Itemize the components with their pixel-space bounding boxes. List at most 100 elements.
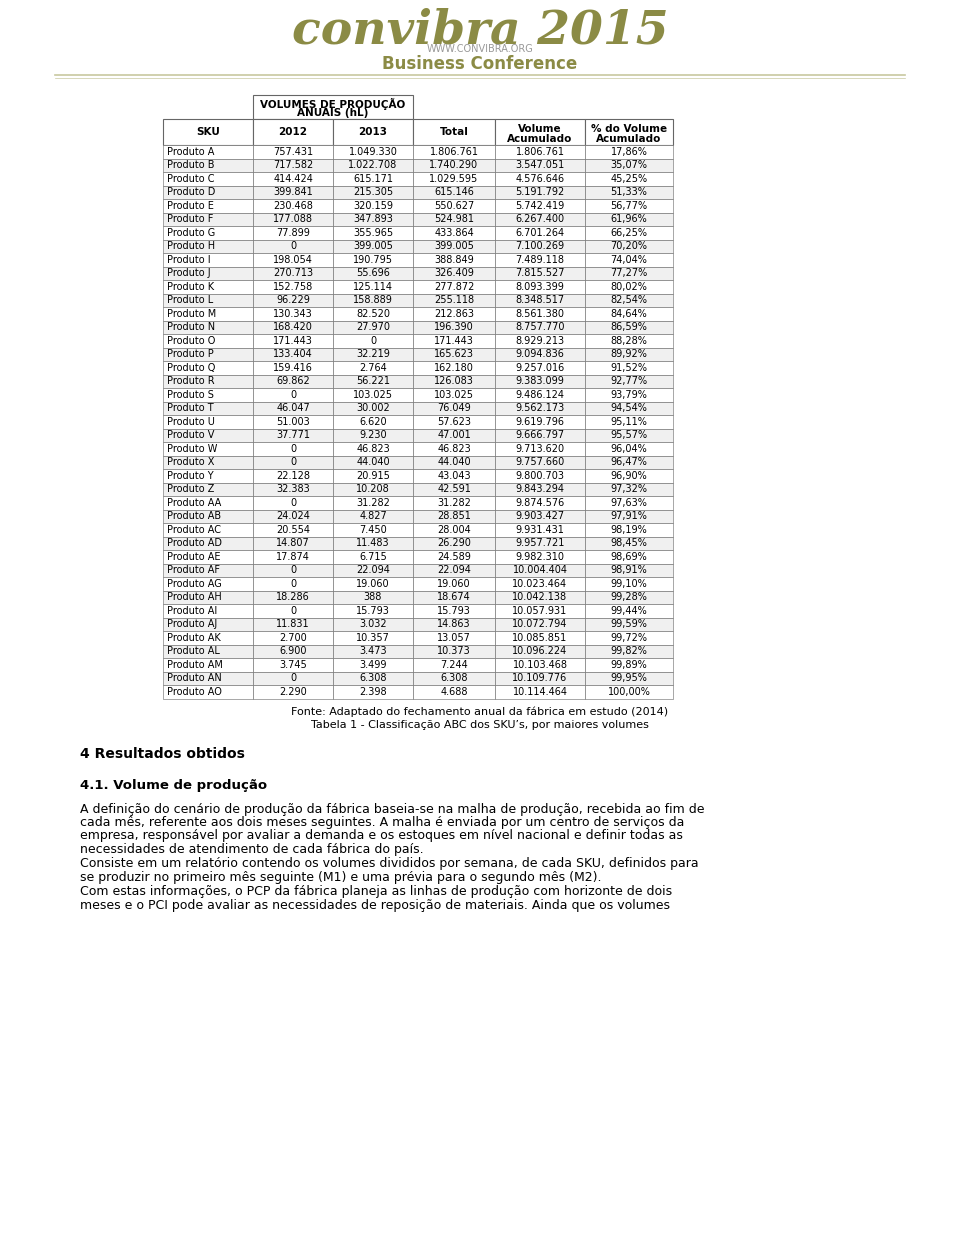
Text: 46.823: 46.823 [437, 443, 470, 453]
Text: 55.696: 55.696 [356, 268, 390, 278]
Text: 433.864: 433.864 [434, 228, 474, 238]
Text: 30.002: 30.002 [356, 403, 390, 413]
Bar [333, 280, 413, 293]
Text: 28.004: 28.004 [437, 525, 470, 535]
Text: 0: 0 [290, 498, 296, 508]
Text: 31.282: 31.282 [437, 498, 471, 508]
Bar [163, 267, 253, 280]
Text: 46.047: 46.047 [276, 403, 310, 413]
Text: 37.771: 37.771 [276, 431, 310, 441]
Text: 524.981: 524.981 [434, 214, 474, 224]
Text: 2012: 2012 [278, 126, 307, 136]
Bar [495, 671, 585, 685]
Bar [495, 280, 585, 293]
Text: 51.003: 51.003 [276, 417, 310, 427]
Text: necessidades de atendimento de cada fábrica do país.: necessidades de atendimento de cada fábr… [80, 843, 423, 856]
Bar [495, 293, 585, 307]
Text: 7.100.269: 7.100.269 [516, 242, 564, 252]
Bar [495, 227, 585, 239]
Text: Produto N: Produto N [167, 322, 215, 332]
Text: 414.424: 414.424 [273, 174, 313, 184]
Bar [253, 603, 333, 617]
Text: Produto C: Produto C [167, 174, 214, 184]
Text: Produto AG: Produto AG [167, 578, 222, 588]
Bar [333, 577, 413, 591]
Text: 9.230: 9.230 [359, 431, 387, 441]
Text: 6.900: 6.900 [279, 646, 307, 656]
Bar [495, 239, 585, 253]
Bar [333, 119, 413, 145]
Text: 8.348.517: 8.348.517 [516, 295, 564, 305]
Bar [413, 523, 495, 537]
Bar [253, 591, 333, 603]
Text: 44.040: 44.040 [356, 457, 390, 467]
Text: A definição do cenário de produção da fábrica baseia-se na malha de produção, re: A definição do cenário de produção da fá… [80, 803, 705, 815]
Bar [333, 185, 413, 199]
Text: 399.005: 399.005 [353, 242, 393, 252]
Text: 3.032: 3.032 [359, 620, 387, 630]
Text: Produto P: Produto P [167, 349, 214, 359]
Text: 69.862: 69.862 [276, 377, 310, 387]
Text: Produto J: Produto J [167, 268, 210, 278]
Text: 10.109.776: 10.109.776 [513, 674, 567, 684]
Text: 10.042.138: 10.042.138 [513, 592, 567, 602]
Text: 1.806.761: 1.806.761 [429, 146, 478, 156]
Text: 255.118: 255.118 [434, 295, 474, 305]
Bar [333, 617, 413, 631]
Text: 96,47%: 96,47% [611, 457, 647, 467]
Bar [163, 145, 253, 159]
Bar [163, 470, 253, 482]
Bar [163, 550, 253, 563]
Text: 10.373: 10.373 [437, 646, 470, 656]
Text: se produzir no primeiro mês seguinte (M1) e uma prévia para o segundo mês (M2).: se produzir no primeiro mês seguinte (M1… [80, 871, 602, 884]
Text: 9.619.796: 9.619.796 [516, 417, 564, 427]
Bar [333, 361, 413, 374]
Text: Produto E: Produto E [167, 200, 214, 210]
Bar [333, 510, 413, 523]
Bar [253, 550, 333, 563]
Bar [163, 321, 253, 334]
Text: 99,82%: 99,82% [611, 646, 647, 656]
Text: Produto AD: Produto AD [167, 538, 222, 548]
Text: Volume: Volume [518, 124, 562, 134]
Text: Tabela 1 - Classificação ABC dos SKU’s, por maiores volumes: Tabela 1 - Classificação ABC dos SKU’s, … [311, 720, 649, 730]
Bar [333, 321, 413, 334]
Text: 70,20%: 70,20% [611, 242, 647, 252]
Bar [163, 591, 253, 603]
Bar [413, 119, 495, 145]
Bar [333, 550, 413, 563]
Bar [585, 563, 673, 577]
Text: Produto K: Produto K [167, 282, 214, 292]
Bar [413, 496, 495, 510]
Text: Produto AB: Produto AB [167, 511, 221, 521]
Text: Business Conference: Business Conference [382, 55, 578, 73]
Bar [413, 334, 495, 348]
Text: 1.049.330: 1.049.330 [348, 146, 397, 156]
Bar [413, 253, 495, 267]
Text: 10.103.468: 10.103.468 [513, 660, 567, 670]
Text: 1.806.761: 1.806.761 [516, 146, 564, 156]
Bar [413, 374, 495, 388]
Text: 2.290: 2.290 [279, 687, 307, 697]
Text: 57.623: 57.623 [437, 417, 471, 427]
Bar [413, 199, 495, 213]
Bar [495, 307, 585, 321]
Text: Com estas informações, o PCP da fábrica planeja as linhas de produção com horizo: Com estas informações, o PCP da fábrica … [80, 885, 672, 899]
Text: Produto H: Produto H [167, 242, 215, 252]
Bar [585, 402, 673, 414]
Bar [163, 537, 253, 550]
Text: 171.443: 171.443 [434, 336, 474, 346]
Text: Produto AE: Produto AE [167, 552, 221, 562]
Text: 4.688: 4.688 [441, 687, 468, 697]
Text: 615.171: 615.171 [353, 174, 393, 184]
Text: Produto Q: Produto Q [167, 363, 215, 373]
Bar [495, 523, 585, 537]
Bar [585, 239, 673, 253]
Text: 2.764: 2.764 [359, 363, 387, 373]
Text: 9.874.576: 9.874.576 [516, 498, 564, 508]
Text: 8.757.770: 8.757.770 [516, 322, 564, 332]
Text: Produto S: Produto S [167, 389, 214, 399]
Bar [585, 617, 673, 631]
Bar [253, 280, 333, 293]
Bar [253, 293, 333, 307]
